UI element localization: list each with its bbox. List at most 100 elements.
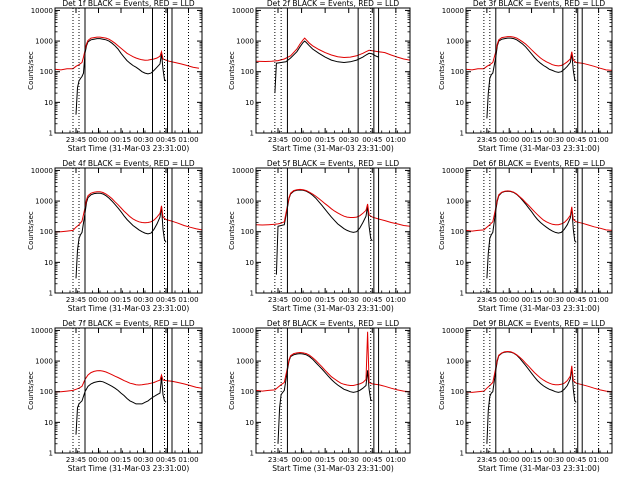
x-axis-label: Start Time (31-Mar-03 23:31:00) bbox=[272, 304, 394, 313]
detector-panel-8: Det 8f BLACK = Events, RED = LLD 1 10 100 10… bbox=[228, 319, 411, 473]
y-tick-label: 10000 bbox=[442, 327, 464, 335]
x-axis-label: Start Time (31-Mar-03 23:31:00) bbox=[68, 464, 190, 473]
plot-frame bbox=[465, 7, 613, 134]
y-tick-label: 1000 bbox=[35, 38, 53, 46]
y-tick-label: 100 bbox=[40, 228, 53, 236]
x-tick-label: 00:00 bbox=[499, 136, 519, 144]
x-tick-label: 01:00 bbox=[178, 136, 198, 144]
y-tick-label: 10000 bbox=[442, 167, 464, 175]
y-axis-label: Counts/sec bbox=[27, 371, 35, 410]
y-tick-label: 1000 bbox=[35, 198, 53, 206]
x-tick-label: 00:30 bbox=[133, 136, 153, 144]
x-tick-label: 01:00 bbox=[178, 296, 198, 304]
y-tick-label: 100 bbox=[451, 68, 464, 76]
x-tick-label: 23:45 bbox=[477, 456, 497, 464]
lld-series-line bbox=[55, 370, 202, 393]
x-tick-label: 00:00 bbox=[88, 456, 108, 464]
y-tick-label: 10 bbox=[455, 99, 464, 107]
detector-panel-7: Det 7f BLACK = Events, RED = LLD 1 10 100 10… bbox=[27, 319, 203, 473]
lld-series-line bbox=[466, 350, 612, 393]
x-tick-label: 00:00 bbox=[88, 136, 108, 144]
plot-frame bbox=[255, 167, 411, 294]
lld-series-line bbox=[466, 36, 612, 71]
x-tick-label: 00:15 bbox=[521, 296, 541, 304]
panel-title: Det 4f BLACK = Events, RED = LLD bbox=[62, 159, 195, 168]
x-tick-label: 00:45 bbox=[362, 456, 382, 464]
y-tick-label: 1 bbox=[460, 130, 464, 138]
x-tick-label: 01:00 bbox=[386, 456, 406, 464]
x-tick-label: 00:30 bbox=[544, 136, 564, 144]
x-tick-label: 23:45 bbox=[66, 456, 86, 464]
detector-panel-2: Det 2f BLACK = Events, RED = LLD 1 10 100 10… bbox=[228, 0, 411, 153]
x-tick-label: 23:45 bbox=[268, 136, 288, 144]
y-tick-label: 1 bbox=[49, 450, 53, 458]
plot-frame bbox=[54, 167, 203, 294]
y-tick-label: 10 bbox=[455, 259, 464, 267]
x-tick-label: 00:45 bbox=[156, 136, 176, 144]
x-tick-label: 23:45 bbox=[268, 456, 288, 464]
detector-panel-9: Det 9f BLACK = Events, RED = LLD 1 10 100 10… bbox=[438, 319, 613, 473]
y-tick-label: 10000 bbox=[31, 167, 53, 175]
y-tick-label: 1000 bbox=[446, 358, 464, 366]
y-tick-label: 10 bbox=[245, 259, 254, 267]
events-series-line bbox=[274, 40, 379, 94]
x-tick-label: 23:45 bbox=[66, 296, 86, 304]
detector-panel-3: Det 3f BLACK = Events, RED = LLD 1 10 100 10… bbox=[438, 0, 613, 153]
x-tick-label: 00:15 bbox=[315, 296, 335, 304]
x-tick-label: 00:45 bbox=[362, 296, 382, 304]
y-tick-label: 1 bbox=[250, 450, 254, 458]
y-tick-label: 1000 bbox=[236, 358, 254, 366]
x-axis-label: Start Time (31-Mar-03 23:31:00) bbox=[68, 304, 190, 313]
x-tick-label: 00:15 bbox=[521, 136, 541, 144]
x-axis-label: Start Time (31-Mar-03 23:31:00) bbox=[478, 144, 600, 153]
plot-frame bbox=[465, 167, 613, 294]
x-tick-label: 00:00 bbox=[291, 296, 311, 304]
x-tick-label: 00:15 bbox=[111, 136, 131, 144]
y-tick-label: 10000 bbox=[232, 7, 254, 15]
y-tick-label: 100 bbox=[40, 388, 53, 396]
x-tick-label: 00:15 bbox=[315, 136, 335, 144]
y-tick-label: 10 bbox=[44, 259, 53, 267]
x-tick-label: 00:30 bbox=[133, 296, 153, 304]
x-tick-label: 00:30 bbox=[339, 296, 359, 304]
x-tick-label: 00:00 bbox=[499, 456, 519, 464]
plot-frame bbox=[255, 327, 411, 454]
y-tick-label: 1000 bbox=[236, 198, 254, 206]
x-tick-label: 23:45 bbox=[477, 136, 497, 144]
y-tick-label: 10000 bbox=[31, 327, 53, 335]
y-axis-label: Counts/sec bbox=[228, 51, 236, 90]
lld-series-line bbox=[256, 188, 410, 227]
plot-frame bbox=[54, 327, 203, 454]
y-tick-label: 1 bbox=[250, 130, 254, 138]
plot-frame bbox=[255, 7, 411, 134]
x-tick-label: 00:45 bbox=[566, 456, 586, 464]
y-tick-label: 100 bbox=[241, 228, 254, 236]
x-tick-label: 23:45 bbox=[66, 136, 86, 144]
y-axis-label: Counts/sec bbox=[438, 371, 446, 410]
lld-series-line bbox=[256, 331, 410, 393]
y-tick-label: 1 bbox=[49, 130, 53, 138]
plot-frame bbox=[465, 327, 613, 454]
x-tick-label: 23:45 bbox=[268, 296, 288, 304]
y-tick-label: 1 bbox=[250, 290, 254, 298]
x-tick-label: 01:00 bbox=[178, 456, 198, 464]
y-tick-label: 1 bbox=[49, 290, 53, 298]
y-tick-label: 10000 bbox=[31, 7, 53, 15]
y-tick-label: 1 bbox=[460, 290, 464, 298]
lld-series-line bbox=[256, 37, 410, 63]
y-tick-label: 10 bbox=[44, 419, 53, 427]
y-tick-label: 100 bbox=[241, 68, 254, 76]
x-tick-label: 00:15 bbox=[111, 296, 131, 304]
y-tick-label: 100 bbox=[40, 68, 53, 76]
x-axis-label: Start Time (31-Mar-03 23:31:00) bbox=[272, 144, 394, 153]
panel-title: Det 5f BLACK = Events, RED = LLD bbox=[267, 159, 400, 168]
x-tick-label: 01:00 bbox=[588, 456, 608, 464]
y-axis-label: Counts/sec bbox=[27, 211, 35, 250]
y-tick-label: 1000 bbox=[236, 38, 254, 46]
y-tick-label: 100 bbox=[451, 228, 464, 236]
y-tick-label: 1000 bbox=[446, 38, 464, 46]
panel-title: Det 3f BLACK = Events, RED = LLD bbox=[473, 0, 606, 8]
x-tick-label: 00:45 bbox=[156, 296, 176, 304]
x-tick-label: 00:00 bbox=[88, 296, 108, 304]
x-tick-label: 00:45 bbox=[566, 136, 586, 144]
